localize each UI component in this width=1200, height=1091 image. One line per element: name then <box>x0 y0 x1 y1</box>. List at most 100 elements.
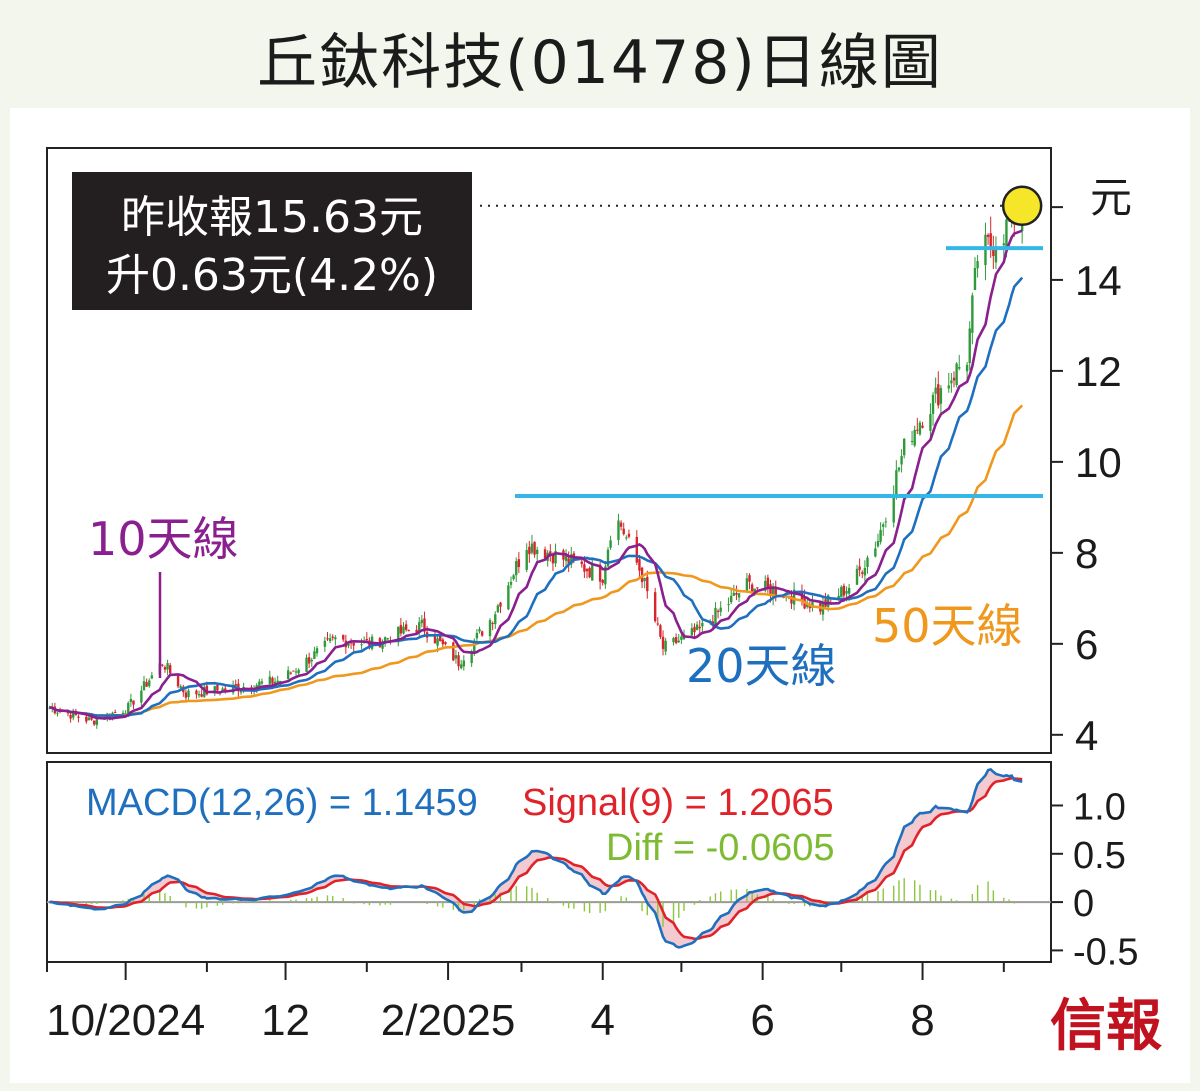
x-tick-label: 2/2025 <box>381 996 516 1045</box>
macd-signal-fill <box>49 769 1023 948</box>
candle <box>231 680 235 696</box>
candle <box>900 449 903 473</box>
candle <box>166 659 169 676</box>
candle <box>625 535 628 541</box>
y-tick-label: 6 <box>1075 621 1098 668</box>
candle <box>512 573 515 581</box>
ma10-line <box>49 229 1023 720</box>
candle <box>323 636 327 653</box>
candle <box>939 385 943 417</box>
candle <box>674 633 678 645</box>
candle <box>929 403 932 438</box>
x-tick-label: 6 <box>750 996 774 1045</box>
candle <box>331 634 334 641</box>
candle <box>866 555 869 574</box>
candle <box>444 641 447 646</box>
candle <box>617 513 620 546</box>
candle <box>129 693 133 707</box>
candle <box>543 546 547 560</box>
candle <box>903 438 906 459</box>
candle <box>588 566 591 579</box>
candle <box>677 634 680 643</box>
candle <box>858 558 861 577</box>
macd-y-tick-label: 0 <box>1073 883 1094 925</box>
candle <box>92 720 96 727</box>
candle <box>187 688 190 702</box>
candle <box>148 678 151 688</box>
candle <box>420 614 424 628</box>
candle <box>934 377 937 404</box>
candle <box>627 529 631 539</box>
candle <box>729 589 733 604</box>
candle <box>315 646 319 657</box>
candle <box>931 392 935 426</box>
x-tick-label: 4 <box>590 996 614 1045</box>
candle <box>879 522 882 545</box>
candle <box>646 570 649 599</box>
candle <box>488 618 492 641</box>
candle <box>515 557 518 583</box>
candle <box>986 233 990 245</box>
candle <box>994 236 998 270</box>
candle <box>195 689 198 699</box>
info-box: 昨收報15.63元 升0.63元(4.2%) <box>72 172 472 310</box>
candle <box>884 517 888 528</box>
candle <box>142 675 146 691</box>
candle <box>310 657 313 667</box>
last-close-marker <box>1001 185 1043 227</box>
candle <box>554 543 557 568</box>
candle <box>549 544 552 562</box>
candle <box>921 421 924 429</box>
info-box-close: 昨收報15.63元 <box>121 192 423 243</box>
candle <box>958 354 961 371</box>
candle <box>656 617 659 626</box>
ma20-label: 20天線 <box>686 639 837 693</box>
candle <box>457 651 460 671</box>
candle <box>913 425 916 448</box>
candle <box>808 601 812 613</box>
candle <box>402 622 405 635</box>
candle <box>585 568 589 579</box>
candle <box>404 620 408 632</box>
signal-line <box>49 776 1023 941</box>
candle <box>289 671 292 675</box>
ma50-line <box>49 404 1024 718</box>
candle <box>672 636 675 646</box>
candle <box>533 541 536 558</box>
candle <box>661 630 665 656</box>
candle <box>454 649 458 664</box>
candle <box>874 541 877 558</box>
diff-label: Diff = -0.0605 <box>606 827 835 869</box>
candle <box>365 632 369 642</box>
candle <box>748 573 751 590</box>
candle <box>509 576 513 589</box>
candle <box>342 634 345 642</box>
candle <box>423 611 426 637</box>
candle <box>716 608 720 619</box>
macd-label: MACD(12,26) = 1.1459 <box>86 782 478 824</box>
candle <box>397 626 400 647</box>
y-unit-label: 元 <box>1090 173 1132 222</box>
candle <box>937 371 940 409</box>
candle <box>947 372 950 393</box>
candle <box>496 603 500 614</box>
candle <box>169 662 172 674</box>
candle <box>478 626 481 634</box>
candle <box>386 637 389 641</box>
candle <box>591 557 594 581</box>
candle <box>459 659 463 670</box>
candle <box>976 255 979 278</box>
candle <box>56 712 59 717</box>
candle <box>792 582 796 611</box>
candle <box>475 628 479 642</box>
candle <box>719 601 722 617</box>
axes: 4 6 8 10 12 14 -0.5 0 0.5 1.0 10/2024 12 2/2025 4 6 8 <box>46 206 1138 1045</box>
candle <box>499 601 502 614</box>
candle <box>992 235 995 270</box>
candle <box>609 535 612 550</box>
candle <box>307 652 311 668</box>
x-tick-label: 10/2024 <box>46 996 205 1045</box>
candle <box>528 540 531 563</box>
candle <box>664 637 667 656</box>
